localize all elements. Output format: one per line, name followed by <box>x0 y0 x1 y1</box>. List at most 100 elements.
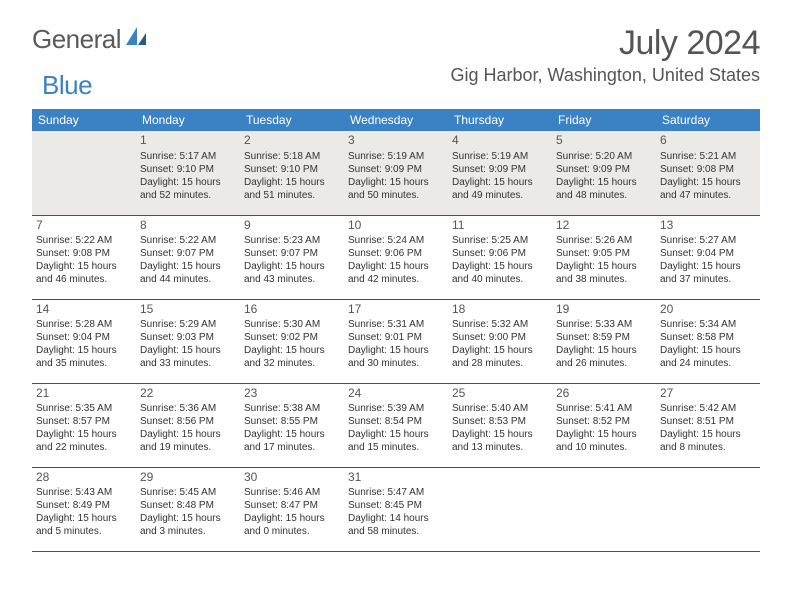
calendar-cell: 21Sunrise: 5:35 AMSunset: 8:57 PMDayligh… <box>32 383 136 467</box>
daylight-line: Daylight: 15 hours and 43 minutes. <box>244 260 340 286</box>
daylight-line: Daylight: 15 hours and 47 minutes. <box>660 176 756 202</box>
daylight-line: Daylight: 15 hours and 42 minutes. <box>348 260 444 286</box>
daylight-line: Daylight: 15 hours and 28 minutes. <box>452 344 548 370</box>
sunset-line: Sunset: 8:52 PM <box>556 415 652 428</box>
calendar-cell: 4Sunrise: 5:19 AMSunset: 9:09 PMDaylight… <box>448 131 552 215</box>
calendar-cell: 27Sunrise: 5:42 AMSunset: 8:51 PMDayligh… <box>656 383 760 467</box>
sunset-line: Sunset: 9:00 PM <box>452 331 548 344</box>
daylight-line: Daylight: 15 hours and 32 minutes. <box>244 344 340 370</box>
day-number: 4 <box>452 133 548 149</box>
sunset-line: Sunset: 9:04 PM <box>660 247 756 260</box>
calendar-cell <box>32 131 136 215</box>
day-header: Wednesday <box>344 109 448 131</box>
calendar-cell: 1Sunrise: 5:17 AMSunset: 9:10 PMDaylight… <box>136 131 240 215</box>
day-number: 15 <box>140 302 236 318</box>
title-block: July 2024 Gig Harbor, Washington, United… <box>451 24 761 86</box>
day-number: 20 <box>660 302 756 318</box>
daylight-line: Daylight: 15 hours and 8 minutes. <box>660 428 756 454</box>
sunrise-line: Sunrise: 5:23 AM <box>244 234 340 247</box>
daylight-line: Daylight: 15 hours and 40 minutes. <box>452 260 548 286</box>
sunset-line: Sunset: 9:06 PM <box>348 247 444 260</box>
logo-text-general: General <box>32 24 121 55</box>
day-number: 22 <box>140 386 236 402</box>
day-number: 16 <box>244 302 340 318</box>
sunrise-line: Sunrise: 5:34 AM <box>660 318 756 331</box>
day-header: Thursday <box>448 109 552 131</box>
day-number: 30 <box>244 470 340 486</box>
calendar-week: 1Sunrise: 5:17 AMSunset: 9:10 PMDaylight… <box>32 131 760 215</box>
calendar-cell: 9Sunrise: 5:23 AMSunset: 9:07 PMDaylight… <box>240 215 344 299</box>
calendar-cell: 20Sunrise: 5:34 AMSunset: 8:58 PMDayligh… <box>656 299 760 383</box>
daylight-line: Daylight: 15 hours and 0 minutes. <box>244 512 340 538</box>
daylight-line: Daylight: 15 hours and 26 minutes. <box>556 344 652 370</box>
sunrise-line: Sunrise: 5:32 AM <box>452 318 548 331</box>
daylight-line: Daylight: 15 hours and 48 minutes. <box>556 176 652 202</box>
logo-text-blue: Blue <box>42 70 92 101</box>
daylight-line: Daylight: 15 hours and 17 minutes. <box>244 428 340 454</box>
calendar-cell: 5Sunrise: 5:20 AMSunset: 9:09 PMDaylight… <box>552 131 656 215</box>
daylight-line: Daylight: 15 hours and 35 minutes. <box>36 344 132 370</box>
sunrise-line: Sunrise: 5:29 AM <box>140 318 236 331</box>
day-number: 9 <box>244 218 340 234</box>
sunrise-line: Sunrise: 5:35 AM <box>36 402 132 415</box>
calendar-week: 21Sunrise: 5:35 AMSunset: 8:57 PMDayligh… <box>32 383 760 467</box>
calendar-cell: 3Sunrise: 5:19 AMSunset: 9:09 PMDaylight… <box>344 131 448 215</box>
day-header: Saturday <box>656 109 760 131</box>
calendar-cell: 14Sunrise: 5:28 AMSunset: 9:04 PMDayligh… <box>32 299 136 383</box>
daylight-line: Daylight: 15 hours and 24 minutes. <box>660 344 756 370</box>
daylight-line: Daylight: 15 hours and 33 minutes. <box>140 344 236 370</box>
sunset-line: Sunset: 8:57 PM <box>36 415 132 428</box>
sunrise-line: Sunrise: 5:41 AM <box>556 402 652 415</box>
daylight-line: Daylight: 15 hours and 49 minutes. <box>452 176 548 202</box>
month-year: July 2024 <box>451 24 761 63</box>
sunrise-line: Sunrise: 5:45 AM <box>140 486 236 499</box>
sunrise-line: Sunrise: 5:27 AM <box>660 234 756 247</box>
day-header: Friday <box>552 109 656 131</box>
daylight-line: Daylight: 15 hours and 50 minutes. <box>348 176 444 202</box>
sunrise-line: Sunrise: 5:22 AM <box>36 234 132 247</box>
daylight-line: Daylight: 15 hours and 46 minutes. <box>36 260 132 286</box>
sunrise-line: Sunrise: 5:25 AM <box>452 234 548 247</box>
daylight-line: Daylight: 15 hours and 13 minutes. <box>452 428 548 454</box>
calendar-cell: 15Sunrise: 5:29 AMSunset: 9:03 PMDayligh… <box>136 299 240 383</box>
calendar-cell: 11Sunrise: 5:25 AMSunset: 9:06 PMDayligh… <box>448 215 552 299</box>
calendar-cell: 17Sunrise: 5:31 AMSunset: 9:01 PMDayligh… <box>344 299 448 383</box>
sunset-line: Sunset: 9:02 PM <box>244 331 340 344</box>
calendar-cell: 6Sunrise: 5:21 AMSunset: 9:08 PMDaylight… <box>656 131 760 215</box>
sunset-line: Sunset: 8:51 PM <box>660 415 756 428</box>
sunset-line: Sunset: 8:53 PM <box>452 415 548 428</box>
sunset-line: Sunset: 9:04 PM <box>36 331 132 344</box>
location: Gig Harbor, Washington, United States <box>451 65 761 86</box>
sunrise-line: Sunrise: 5:40 AM <box>452 402 548 415</box>
calendar-cell: 31Sunrise: 5:47 AMSunset: 8:45 PMDayligh… <box>344 467 448 551</box>
sunrise-line: Sunrise: 5:42 AM <box>660 402 756 415</box>
day-number: 5 <box>556 133 652 149</box>
day-number: 31 <box>348 470 444 486</box>
sunrise-line: Sunrise: 5:47 AM <box>348 486 444 499</box>
sunrise-line: Sunrise: 5:39 AM <box>348 402 444 415</box>
sunset-line: Sunset: 8:45 PM <box>348 499 444 512</box>
sunset-line: Sunset: 9:10 PM <box>140 163 236 176</box>
sunrise-line: Sunrise: 5:43 AM <box>36 486 132 499</box>
calendar-cell: 28Sunrise: 5:43 AMSunset: 8:49 PMDayligh… <box>32 467 136 551</box>
day-number: 6 <box>660 133 756 149</box>
day-number: 11 <box>452 218 548 234</box>
daylight-line: Daylight: 15 hours and 52 minutes. <box>140 176 236 202</box>
day-number: 2 <box>244 133 340 149</box>
day-number: 28 <box>36 470 132 486</box>
calendar-cell: 16Sunrise: 5:30 AMSunset: 9:02 PMDayligh… <box>240 299 344 383</box>
calendar-cell <box>656 467 760 551</box>
day-number: 19 <box>556 302 652 318</box>
daylight-line: Daylight: 15 hours and 19 minutes. <box>140 428 236 454</box>
sunrise-line: Sunrise: 5:38 AM <box>244 402 340 415</box>
sunset-line: Sunset: 8:48 PM <box>140 499 236 512</box>
day-number: 27 <box>660 386 756 402</box>
day-header: Tuesday <box>240 109 344 131</box>
day-number: 25 <box>452 386 548 402</box>
day-number: 8 <box>140 218 236 234</box>
daylight-line: Daylight: 15 hours and 44 minutes. <box>140 260 236 286</box>
sunset-line: Sunset: 8:54 PM <box>348 415 444 428</box>
day-number: 12 <box>556 218 652 234</box>
sunrise-line: Sunrise: 5:46 AM <box>244 486 340 499</box>
sunset-line: Sunset: 8:56 PM <box>140 415 236 428</box>
